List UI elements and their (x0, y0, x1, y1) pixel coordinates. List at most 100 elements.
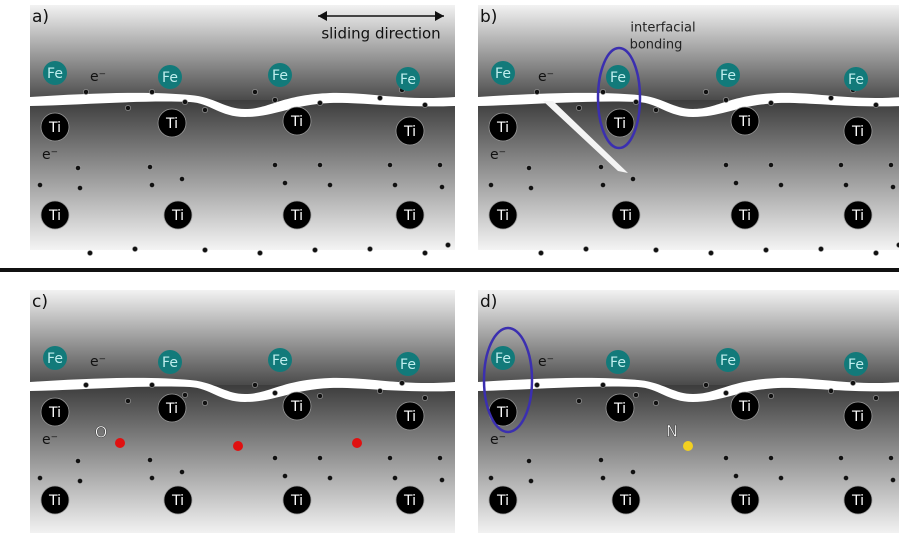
electron-dot (768, 455, 773, 460)
fe-label: Fe (272, 68, 288, 84)
upper-body (478, 5, 899, 100)
upper-body (478, 290, 899, 385)
electron-label: e⁻ (538, 354, 554, 370)
electron-dot (708, 250, 713, 255)
diagram: FeFeFeFeTiTiTiTiTiTiTiTie⁻e⁻a)FeFeFeFeTi… (0, 0, 899, 533)
ti-label: Ti (851, 409, 864, 425)
panel: FeFeFeFeTiTiTiTiTiTiTiTie⁻e⁻d) (478, 290, 899, 533)
electron-dot (37, 475, 42, 480)
electron-dot (83, 382, 88, 387)
electron-dot (439, 477, 444, 482)
electron-dot (576, 398, 581, 403)
electron-dot (598, 457, 603, 462)
electron-dot (317, 100, 322, 105)
electron-dot (149, 89, 154, 94)
electron-dot (873, 102, 878, 107)
electron-dot (327, 182, 332, 187)
electron-dot (733, 180, 738, 185)
electron-dot (272, 162, 277, 167)
fe-label: Fe (848, 357, 864, 373)
electron-dot (534, 89, 539, 94)
electron-dot (182, 99, 187, 104)
electron-dot (653, 107, 658, 112)
panel-label: c) (32, 292, 48, 312)
electron-dot (312, 247, 317, 252)
electron-dot (600, 382, 605, 387)
nitrogen-label: N (666, 422, 678, 441)
electron-dot (399, 380, 404, 385)
fe-label: Fe (400, 72, 416, 88)
fe-label: Fe (162, 70, 178, 86)
electron-dot (422, 250, 427, 255)
electron-dot (179, 176, 184, 181)
electron-dot (526, 165, 531, 170)
fe-label: Fe (610, 70, 626, 86)
electron-dot (630, 176, 635, 181)
electron-dot (272, 455, 277, 460)
electron-dot (890, 184, 895, 189)
fe-label: Fe (495, 351, 511, 367)
electron-dot (445, 242, 450, 247)
electron-dot (600, 182, 605, 187)
electron-label: e⁻ (42, 147, 58, 163)
fe-label: Fe (47, 351, 63, 367)
electron-dot (723, 390, 728, 395)
fe-label: Fe (720, 68, 736, 84)
ti-label: Ti (48, 120, 61, 136)
interfacial-label: interfacial (630, 21, 695, 36)
electron-label: e⁻ (538, 69, 554, 85)
ti-label: Ti (290, 399, 303, 415)
electron-dot (768, 100, 773, 105)
fe-label: Fe (720, 353, 736, 369)
ti-label: Ti (496, 208, 509, 224)
electron-dot (317, 455, 322, 460)
panel: FeFeFeFeTiTiTiTiTiTiTiTie⁻e⁻b) (478, 5, 899, 256)
electron-dot (723, 162, 728, 167)
electron-dot (377, 388, 382, 393)
electron-dot (843, 475, 848, 480)
electron-dot (873, 395, 878, 400)
ti-label: Ti (613, 116, 626, 132)
electron-dot (147, 164, 152, 169)
ti-label: Ti (851, 208, 864, 224)
ti-label: Ti (619, 208, 632, 224)
electron-label: e⁻ (490, 432, 506, 448)
fe-label: Fe (495, 66, 511, 82)
electron-dot (75, 458, 80, 463)
electron-dot (538, 250, 543, 255)
lower-body (30, 100, 455, 250)
electron-dot (633, 392, 638, 397)
electron-dot (873, 250, 878, 255)
electron-dot (733, 473, 738, 478)
electron-dot (576, 105, 581, 110)
electron-dot (317, 393, 322, 398)
electron-dot (422, 102, 427, 107)
ti-label: Ti (496, 120, 509, 136)
electron-dot (583, 246, 588, 251)
electron-dot (149, 475, 154, 480)
electron-dot (598, 164, 603, 169)
electron-dot (132, 246, 137, 251)
electron-dot (77, 185, 82, 190)
electron-label: e⁻ (490, 147, 506, 163)
ti-label: Ti (619, 493, 632, 509)
ti-label: Ti (851, 493, 864, 509)
panel-label: d) (480, 292, 497, 312)
electron-dot (125, 105, 130, 110)
electron-dot (600, 89, 605, 94)
fe-label: Fe (162, 355, 178, 371)
electron-dot (437, 455, 442, 460)
electron-dot (252, 382, 257, 387)
oxygen-atom (352, 438, 362, 448)
electron-dot (850, 380, 855, 385)
electron-dot (630, 469, 635, 474)
ti-label: Ti (290, 114, 303, 130)
electron-dot (377, 95, 382, 100)
electron-dot (392, 475, 397, 480)
fe-label: Fe (848, 72, 864, 88)
ti-label: Ti (496, 405, 509, 421)
ti-label: Ti (171, 493, 184, 509)
fe-label: Fe (272, 353, 288, 369)
ti-label: Ti (290, 208, 303, 224)
ti-label: Ti (403, 124, 416, 140)
